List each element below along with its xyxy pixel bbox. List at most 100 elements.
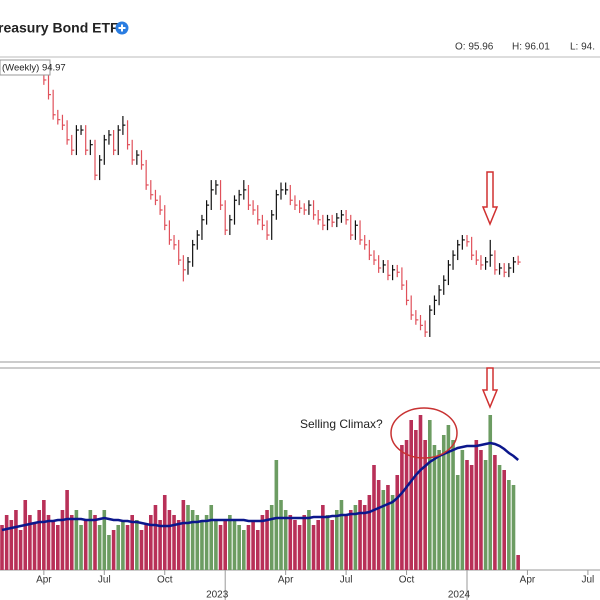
- volume-bar: [376, 480, 381, 570]
- volume-bar: [162, 495, 167, 570]
- volume-bar: [483, 460, 488, 570]
- volume-bar: [255, 530, 260, 570]
- volume-bar: [348, 510, 353, 570]
- volume-bar: [135, 520, 139, 570]
- volume-bar: [223, 520, 227, 570]
- volume-bar: [176, 520, 181, 570]
- x-tick-label: Apr: [36, 575, 52, 586]
- quote-open: O: 95.96: [455, 42, 494, 53]
- volume-bar: [362, 505, 367, 570]
- annotation-arrow: [481, 367, 499, 409]
- volume-bar: [18, 530, 23, 570]
- volume-bar: [200, 520, 204, 570]
- volume-bar: [56, 525, 60, 570]
- x-axis: Apr Jul Oct 2023 Apr Jul Oct 2024 Apr Jul: [36, 570, 594, 600]
- volume-bar: [181, 500, 186, 570]
- volume-bar: [409, 420, 413, 570]
- volume-bar: [279, 500, 283, 570]
- volume-bar: [121, 522, 125, 570]
- volume-bar: [65, 490, 69, 570]
- x-tick-label: Jul: [98, 575, 111, 586]
- volume-bar: [74, 510, 79, 570]
- volume-bar: [195, 515, 200, 570]
- volume-bar: [4, 515, 9, 570]
- annotation-arrow: [481, 171, 499, 226]
- volume-bar: [293, 520, 297, 570]
- x-tick-label: Oct: [399, 575, 415, 586]
- volume-bar: [400, 445, 404, 570]
- volume-bar: [274, 460, 279, 570]
- volume-bar: [0, 525, 4, 570]
- volume-bar: [79, 525, 83, 570]
- price-panel: [43, 66, 521, 337]
- volume-bar: [493, 455, 497, 570]
- volume-bar: [511, 485, 516, 570]
- volume-bar: [51, 520, 55, 570]
- volume-bar: [386, 485, 390, 570]
- volume-bar: [107, 535, 111, 570]
- volume-bar: [321, 505, 325, 570]
- quote-low: L: 94.: [570, 42, 595, 53]
- volume-bar: [465, 460, 469, 570]
- volume-bar: [325, 515, 330, 570]
- volume-bar: [218, 525, 223, 570]
- volume-bar: [381, 490, 386, 570]
- volume-bar: [209, 505, 214, 570]
- volume-bar: [37, 510, 41, 570]
- volume-bar: [23, 500, 28, 570]
- legend-box: [0, 59, 51, 76]
- volume-bar: [316, 520, 320, 570]
- volume-bar: [423, 440, 427, 570]
- volume-bar: [214, 520, 218, 570]
- chart-title: reasury Bond ETF: [0, 20, 119, 36]
- add-button[interactable]: [115, 21, 129, 35]
- volume-bar: [479, 450, 483, 570]
- volume-bar: [246, 525, 251, 570]
- annotation-text: Selling Climax?: [300, 417, 383, 431]
- volume-bar: [9, 520, 14, 570]
- volume-bar: [149, 515, 153, 570]
- volume-bar: [172, 515, 176, 570]
- volume-bar: [339, 500, 344, 570]
- volume-bar: [260, 515, 265, 570]
- volume-bar: [269, 505, 274, 570]
- volume-bar: [265, 510, 269, 570]
- volume-bar: [46, 515, 51, 570]
- x-tick-label: Apr: [278, 575, 294, 586]
- volume-bar: [469, 465, 474, 570]
- volume-bar: [432, 445, 437, 570]
- volume-bar: [116, 525, 121, 570]
- volume-bar: [497, 465, 502, 570]
- volume-bar: [414, 430, 418, 570]
- volume-bar: [167, 510, 172, 570]
- volume-bar: [404, 440, 409, 570]
- volume-bar: [237, 525, 241, 570]
- volume-bar: [111, 530, 116, 570]
- volume-bar: [97, 525, 102, 570]
- volume-bar: [102, 510, 107, 570]
- volume-bar: [441, 435, 446, 570]
- annotation-circle: [390, 407, 458, 459]
- volume-bar: [488, 415, 493, 570]
- volume-bar: [28, 515, 32, 570]
- volume-bar: [358, 500, 362, 570]
- volume-ma-line: [1, 441, 520, 532]
- volume-bar: [83, 520, 88, 570]
- x-tick-label: Apr: [520, 575, 536, 586]
- volume-bar: [418, 415, 423, 570]
- volume-bar: [14, 510, 18, 570]
- quote-high: H: 96.01: [512, 42, 550, 53]
- volume-bar: [283, 510, 288, 570]
- volume-bar: [93, 515, 97, 570]
- volume-bar: [288, 515, 293, 570]
- volume-bar: [367, 495, 372, 570]
- x-tick-label: Jul: [340, 575, 353, 586]
- volume-bar: [60, 510, 65, 570]
- volume-panel: [0, 415, 520, 570]
- x-tick-label: Oct: [157, 575, 173, 586]
- volume-bar: [32, 522, 37, 570]
- volume-bar: [307, 510, 311, 570]
- volume-bar: [474, 440, 479, 570]
- volume-bar: [302, 515, 307, 570]
